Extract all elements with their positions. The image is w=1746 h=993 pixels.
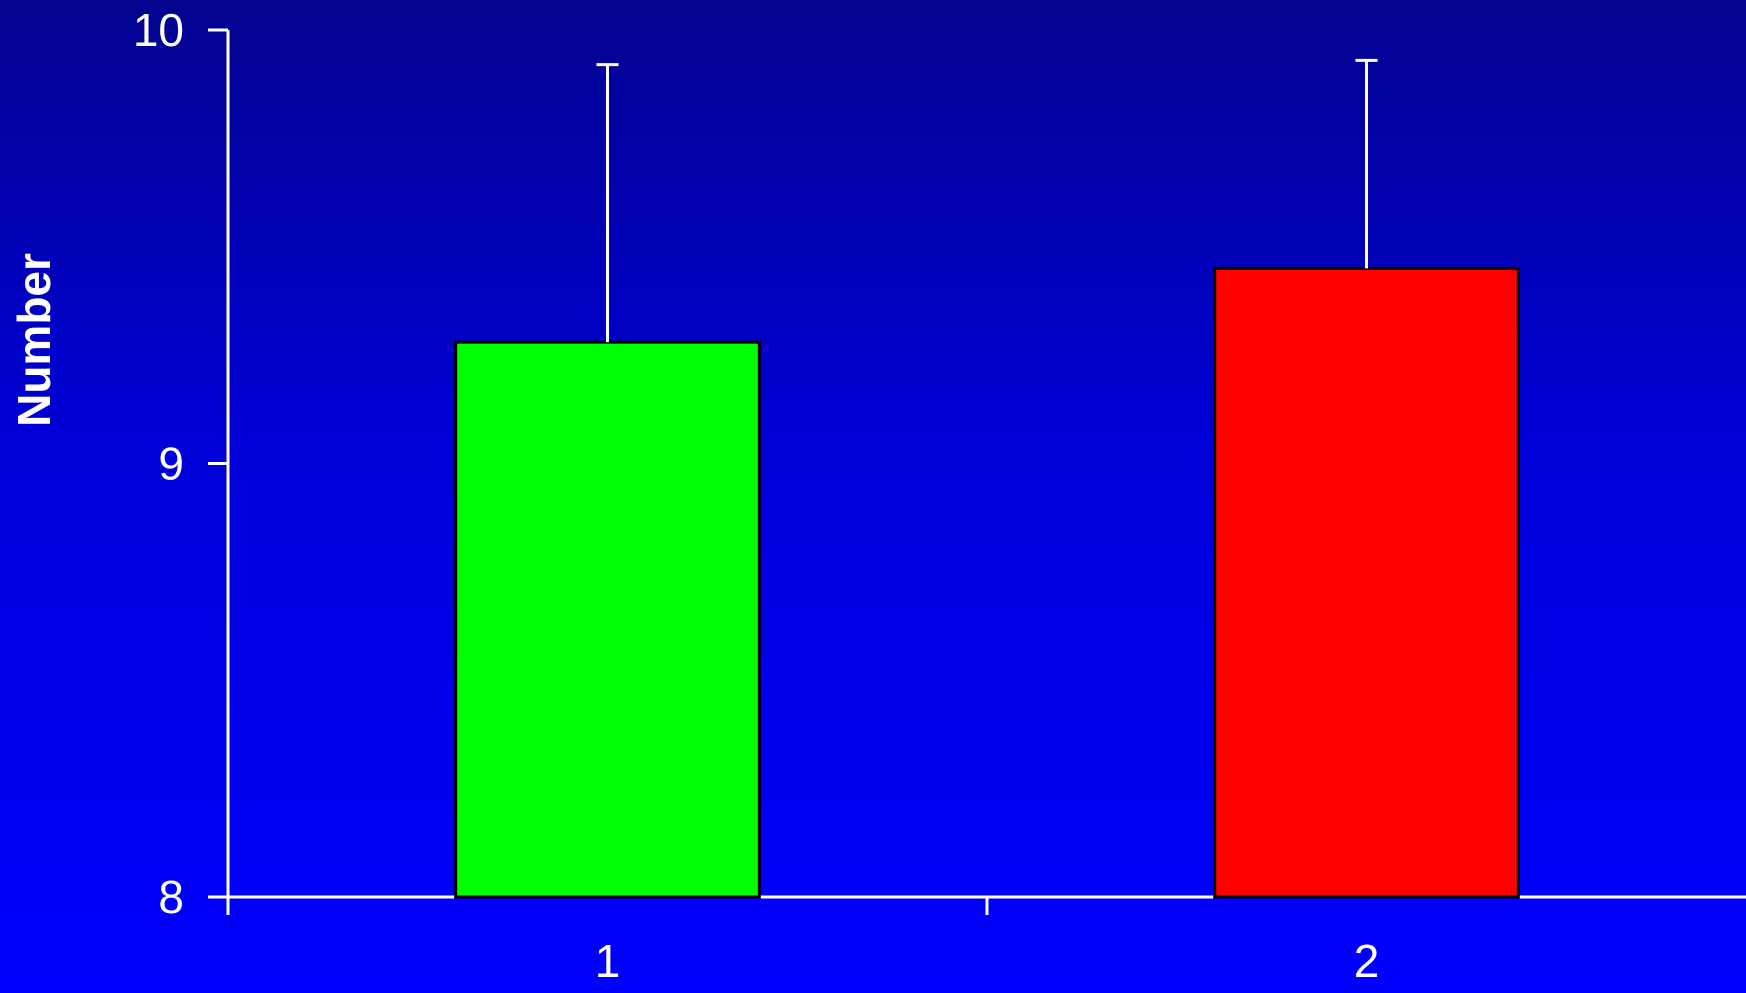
bar: [454, 340, 761, 899]
y-tick-label: 9: [158, 438, 184, 490]
y-axis-label: Number: [8, 253, 60, 427]
y-tick-label: 10: [133, 4, 184, 56]
x-tick-label: 2: [1354, 935, 1380, 987]
x-tick-label: 1: [595, 935, 621, 987]
error-bars: [596, 58, 1378, 343]
y-tick-label: 8: [158, 871, 184, 923]
bar: [1213, 266, 1520, 899]
tick-labels: 8 9 10 1 2: [133, 4, 1379, 987]
bars: [454, 266, 1520, 899]
